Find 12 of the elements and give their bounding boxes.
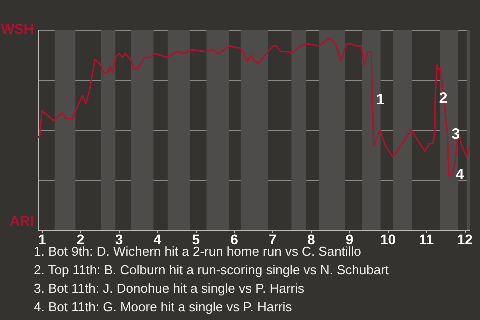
text: 2. Top 11th: B. Colburn hit a run-scoring single vs N. Schubart xyxy=(34,262,390,278)
text: 4. Bot 11th: G. Moore hit a single vs P. Harris xyxy=(34,300,293,314)
x-tick-label: 11 xyxy=(419,232,434,248)
annotation: 4 xyxy=(456,166,465,184)
annotation: 1 xyxy=(376,92,385,109)
annotation: 3 xyxy=(452,126,460,144)
x-tick-label: 10 xyxy=(380,232,396,248)
text: ARI xyxy=(10,213,34,229)
text: WSH xyxy=(1,21,34,37)
text: 3. Bot 11th: J. Donohue hit a single vs P. Harris xyxy=(34,281,305,296)
annotation: 2 xyxy=(439,90,448,107)
x-tick-label: 12 xyxy=(457,232,474,248)
